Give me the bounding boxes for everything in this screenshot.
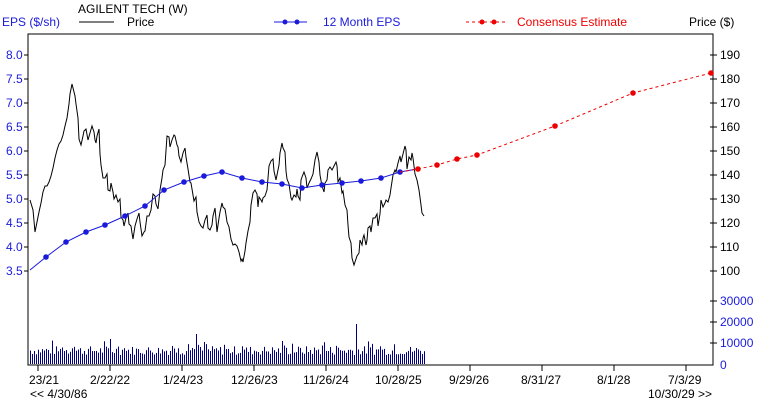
x-tick-0: 23/21 — [29, 373, 60, 387]
volume-tick-30000: 30000 — [720, 294, 754, 308]
left-tick-4.0: 4.0 — [6, 240, 23, 254]
right-tick-110: 110 — [720, 240, 740, 254]
left-tick-6.5: 6.5 — [6, 120, 23, 134]
x-tick-4: 11/26/24 — [303, 373, 349, 387]
volume-tick-0: 0 — [720, 358, 727, 372]
x-tick-5: 10/28/25 — [375, 373, 422, 387]
legend-eps-label: 12 Month EPS — [323, 15, 401, 29]
right-axis-title: Price ($) — [689, 15, 735, 29]
scroll-forward-link[interactable]: 10/30/29 >> — [648, 387, 713, 401]
x-tick-9: 7/3/29 — [668, 373, 702, 387]
volume-bars — [30, 324, 425, 364]
right-tick-160: 160 — [720, 120, 741, 134]
right-tick-100: 100 — [720, 264, 741, 278]
company-title: AGILENT TECH (W) — [78, 2, 188, 16]
scroll-back-link[interactable]: << 4/30/86 — [30, 387, 88, 401]
left-axis-title: EPS ($/sh) — [2, 15, 61, 29]
price-line — [29, 83, 425, 267]
x-tick-6: 9/29/26 — [449, 373, 490, 387]
consensus-line — [399, 72, 712, 173]
right-tick-180: 180 — [720, 72, 741, 86]
left-tick-5.0: 5.0 — [6, 192, 23, 206]
right-tick-150: 150 — [720, 144, 741, 158]
right-tick-170: 170 — [720, 96, 741, 110]
consensus-points — [415, 70, 714, 172]
x-tick-1: 2/22/22 — [90, 373, 131, 387]
right-tick-120: 120 — [720, 216, 741, 230]
right-tick-130: 130 — [720, 192, 741, 206]
right-axis-ticks — [710, 54, 717, 344]
x-tick-8: 8/1/28 — [597, 373, 631, 387]
left-axis-ticks — [24, 54, 28, 272]
left-tick-4.5: 4.5 — [6, 216, 23, 230]
eps-line — [29, 168, 418, 271]
x-tick-3: 12/26/23 — [231, 373, 278, 387]
eps-points — [43, 169, 403, 260]
legend-consensus-label: Consensus Estimate — [517, 15, 628, 29]
volume-tick-10000: 10000 — [720, 336, 754, 350]
left-tick-3.5: 3.5 — [6, 264, 23, 278]
x-axis-ticks — [37, 365, 687, 371]
left-tick-6.0: 6.0 — [6, 144, 23, 158]
left-tick-5.5: 5.5 — [6, 168, 23, 182]
x-tick-7: 8/31/27 — [521, 373, 562, 387]
left-tick-7.5: 7.5 — [6, 72, 23, 86]
x-tick-2: 1/24/23 — [163, 373, 204, 387]
left-tick-8.0: 8.0 — [6, 48, 23, 62]
legend-price-label: Price — [127, 15, 155, 29]
right-tick-140: 140 — [720, 168, 741, 182]
volume-tick-20000: 20000 — [720, 315, 754, 329]
right-tick-190: 190 — [720, 48, 741, 62]
left-tick-7.0: 7.0 — [6, 96, 23, 110]
